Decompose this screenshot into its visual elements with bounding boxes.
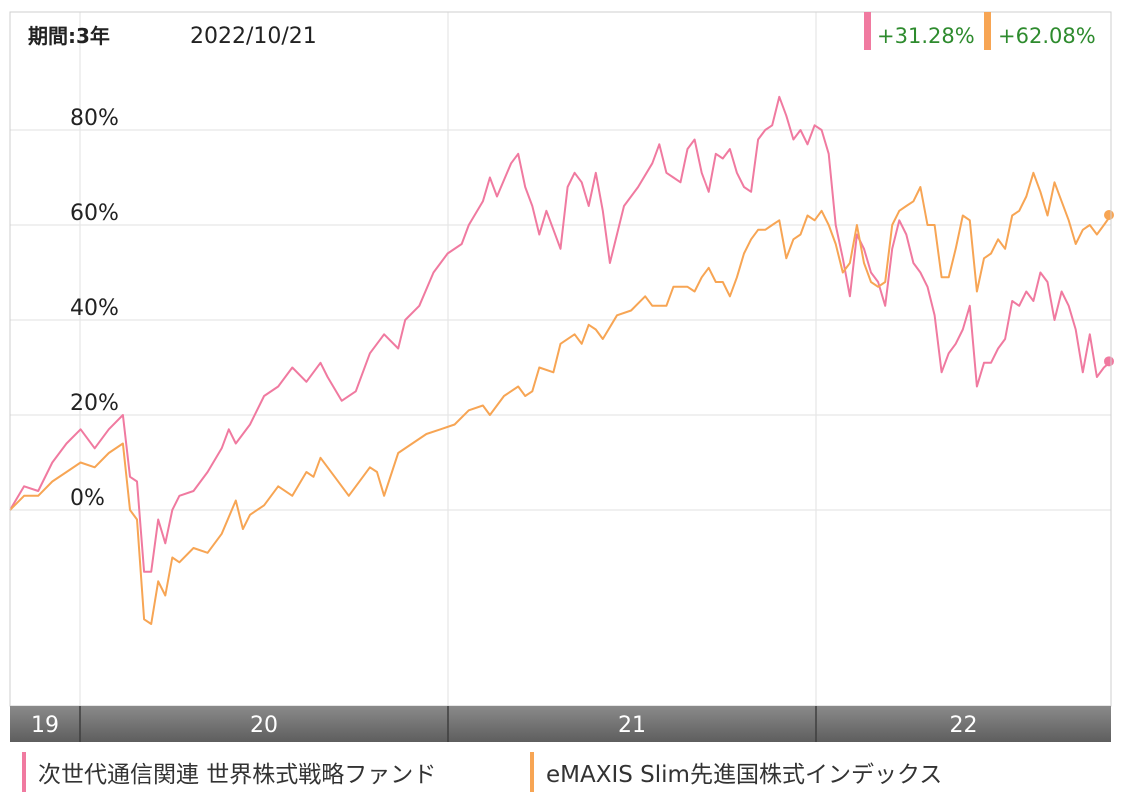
series-line-2 xyxy=(9,171,1112,625)
return-value-2: +62.08% xyxy=(998,24,1096,48)
series-line-1 xyxy=(9,95,1112,573)
x-band-label: 21 xyxy=(618,713,646,738)
return-value-1: +31.28% xyxy=(877,24,975,48)
x-axis-band: 19 20 21 22 xyxy=(10,706,1111,742)
y-tick-label: 20% xyxy=(70,391,119,416)
period-label: 期間:3年 xyxy=(28,24,110,48)
y-tick-label: 80% xyxy=(70,106,119,131)
x-band-label: 20 xyxy=(250,713,278,738)
x-band-label: 19 xyxy=(31,713,59,738)
x-band-label: 22 xyxy=(950,713,978,738)
y-tick-label: 40% xyxy=(70,296,119,321)
y-tick-label: 60% xyxy=(70,201,119,226)
legend-swatch-1 xyxy=(22,752,26,792)
y-axis-labels: 0% 20% 40% 60% 80% xyxy=(70,106,119,511)
legend-label-1: 次世代通信関連 世界株式戦略ファンド xyxy=(38,762,437,788)
legend-label-2: eMAXIS Slim先進国株式インデックス xyxy=(546,762,943,788)
legend-item-2: eMAXIS Slim先進国株式インデックス xyxy=(530,752,942,792)
return-marker-2 xyxy=(984,12,991,50)
legend-swatch-2 xyxy=(530,752,534,792)
series-endpoint-1 xyxy=(1104,356,1114,367)
x-band-background xyxy=(10,706,1111,742)
legend-item-1: 次世代通信関連 世界株式戦略ファンド xyxy=(22,752,436,792)
y-tick-label: 0% xyxy=(70,486,105,511)
date-label: 2022/10/21 xyxy=(190,24,317,49)
return-marker-1 xyxy=(864,12,871,50)
series-endpoint-2 xyxy=(1104,210,1114,221)
plot-background xyxy=(10,12,1111,706)
vertical-gridlines xyxy=(79,12,817,706)
horizontal-gridlines xyxy=(10,129,1111,511)
